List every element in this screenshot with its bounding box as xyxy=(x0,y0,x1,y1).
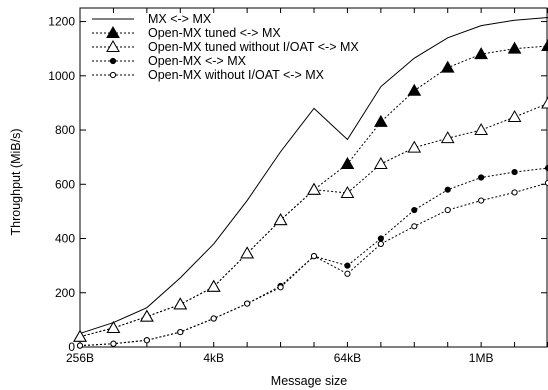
y-tick-label: 400 xyxy=(55,232,75,246)
series-layer xyxy=(73,16,548,349)
data-point xyxy=(109,57,117,65)
x-axis-label: Message size xyxy=(271,374,347,388)
data-point xyxy=(139,309,154,322)
data-point xyxy=(344,262,351,269)
data-point xyxy=(307,182,321,195)
data-point xyxy=(210,315,217,322)
data-point xyxy=(377,240,384,248)
legend-label: Open-MX tuned <-> MX xyxy=(148,26,281,40)
data-point xyxy=(544,179,548,187)
data-point xyxy=(340,156,355,169)
legend-item: Open-MX tuned without I/OAT <-> MX xyxy=(92,39,359,54)
data-point xyxy=(373,114,388,127)
data-point xyxy=(244,300,251,307)
data-point xyxy=(478,197,485,204)
y-tick-label: 0 xyxy=(68,340,75,354)
legend-label: Open-MX tuned without I/OAT <-> MX xyxy=(148,40,359,54)
data-point xyxy=(474,123,489,136)
series-5 xyxy=(76,179,548,349)
data-point xyxy=(340,185,355,198)
series-line xyxy=(79,102,548,338)
y-axis-label: Throughput (MiB/s) xyxy=(9,129,23,236)
data-point xyxy=(106,25,120,38)
x-axis-ticks: 256B 4kB 64kB 1MB xyxy=(66,8,548,365)
data-point xyxy=(373,156,388,169)
legend-label: Open-MX without I/OAT <-> MX xyxy=(148,68,325,82)
series-3 xyxy=(73,96,548,342)
data-point xyxy=(240,246,255,259)
data-point xyxy=(440,60,455,73)
data-point xyxy=(541,96,548,109)
data-point xyxy=(177,328,184,336)
data-point xyxy=(273,213,288,226)
series-1 xyxy=(79,16,548,334)
data-point xyxy=(173,297,188,310)
data-point xyxy=(507,110,522,123)
y-tick-label: 1000 xyxy=(48,69,75,83)
y-tick-label: 1200 xyxy=(48,15,75,29)
data-point xyxy=(76,342,84,349)
data-point xyxy=(407,83,422,96)
data-point xyxy=(110,340,117,347)
data-point xyxy=(277,284,284,291)
data-point xyxy=(541,38,548,51)
data-point xyxy=(444,206,451,214)
legend-item: MX <-> MX xyxy=(92,12,212,26)
data-point xyxy=(310,253,318,260)
y-tick-label: 600 xyxy=(55,177,75,191)
data-point xyxy=(474,47,489,60)
legend-item: Open-MX tuned <-> MX xyxy=(92,25,281,40)
data-point xyxy=(109,71,117,79)
data-point xyxy=(411,206,418,214)
x-tick-label: 1MB xyxy=(469,351,494,365)
data-point xyxy=(507,41,522,54)
legend-label: Open-MX <-> MX xyxy=(148,54,247,68)
legend-label: MX <-> MX xyxy=(148,12,212,26)
y-tick-label: 800 xyxy=(55,123,75,137)
data-point xyxy=(444,186,451,193)
x-tick-label: 64kB xyxy=(334,351,361,365)
data-point xyxy=(478,174,485,181)
data-point xyxy=(344,270,351,277)
data-point xyxy=(511,189,518,196)
data-point xyxy=(73,329,87,342)
data-point xyxy=(106,39,120,52)
legend-item: Open-MX without I/OAT <-> MX xyxy=(92,68,325,82)
data-point xyxy=(377,235,384,242)
y-axis-ticks: 0 200 400 600 800 1000 1200 xyxy=(48,15,547,354)
x-tick-label: 256B xyxy=(66,351,94,365)
data-point xyxy=(440,131,455,144)
data-point xyxy=(143,337,150,344)
x-tick-label: 4kB xyxy=(203,351,224,365)
data-point xyxy=(106,321,121,334)
data-point xyxy=(511,168,518,176)
data-point xyxy=(411,223,418,230)
legend-item: Open-MX <-> MX xyxy=(92,54,247,68)
series-line xyxy=(79,16,548,334)
data-point xyxy=(544,164,548,172)
data-point xyxy=(407,140,422,153)
y-tick-label: 200 xyxy=(55,286,75,300)
data-point xyxy=(206,279,221,292)
